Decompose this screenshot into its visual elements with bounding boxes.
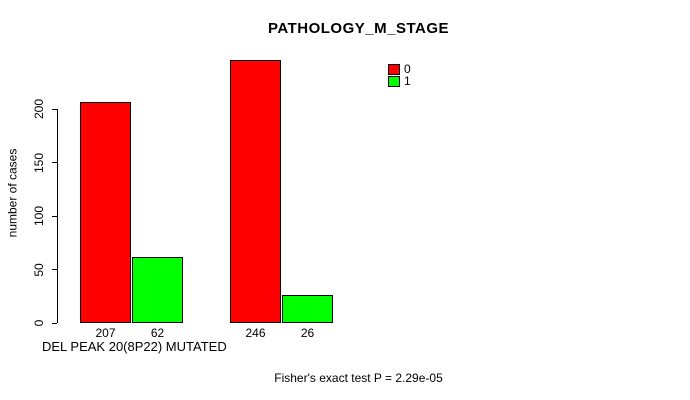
y-tick — [52, 215, 57, 217]
bar-group0-series0 — [80, 101, 131, 323]
stat-annotation: Fisher's exact test P = 2.29e-05 — [274, 371, 443, 385]
y-tick-label: 150 — [31, 152, 46, 173]
bar-value-label: 26 — [300, 326, 315, 340]
bar-value-label: 246 — [245, 326, 266, 340]
legend-row: 0 — [388, 62, 468, 77]
legend-swatch-icon — [388, 75, 400, 87]
bar-value-label: 62 — [150, 326, 165, 340]
bar-value-label: 207 — [95, 326, 116, 340]
y-tick-label: 100 — [31, 205, 46, 227]
x-axis-label: DEL PEAK 20(8P22) MUTATED — [42, 339, 227, 354]
bar-group1-series0 — [230, 59, 281, 323]
y-tick-label: 200 — [31, 98, 46, 120]
legend-label: 0 — [404, 62, 411, 77]
bar-group0-series1 — [132, 256, 183, 323]
y-tick — [52, 162, 57, 163]
bar-group1-series1 — [282, 295, 333, 323]
legend-label: 1 — [404, 73, 411, 88]
y-tick-label: 50 — [31, 262, 46, 277]
y-tick — [52, 322, 57, 324]
chart-title: PATHOLOGY_M_STAGE — [267, 20, 449, 37]
legend-swatch-icon — [388, 64, 400, 76]
y-tick — [52, 269, 57, 270]
y-tick — [52, 108, 57, 110]
legend-row: 1 — [388, 73, 468, 88]
y-axis-line — [57, 109, 58, 323]
y-tick-label: 0 — [31, 319, 46, 327]
